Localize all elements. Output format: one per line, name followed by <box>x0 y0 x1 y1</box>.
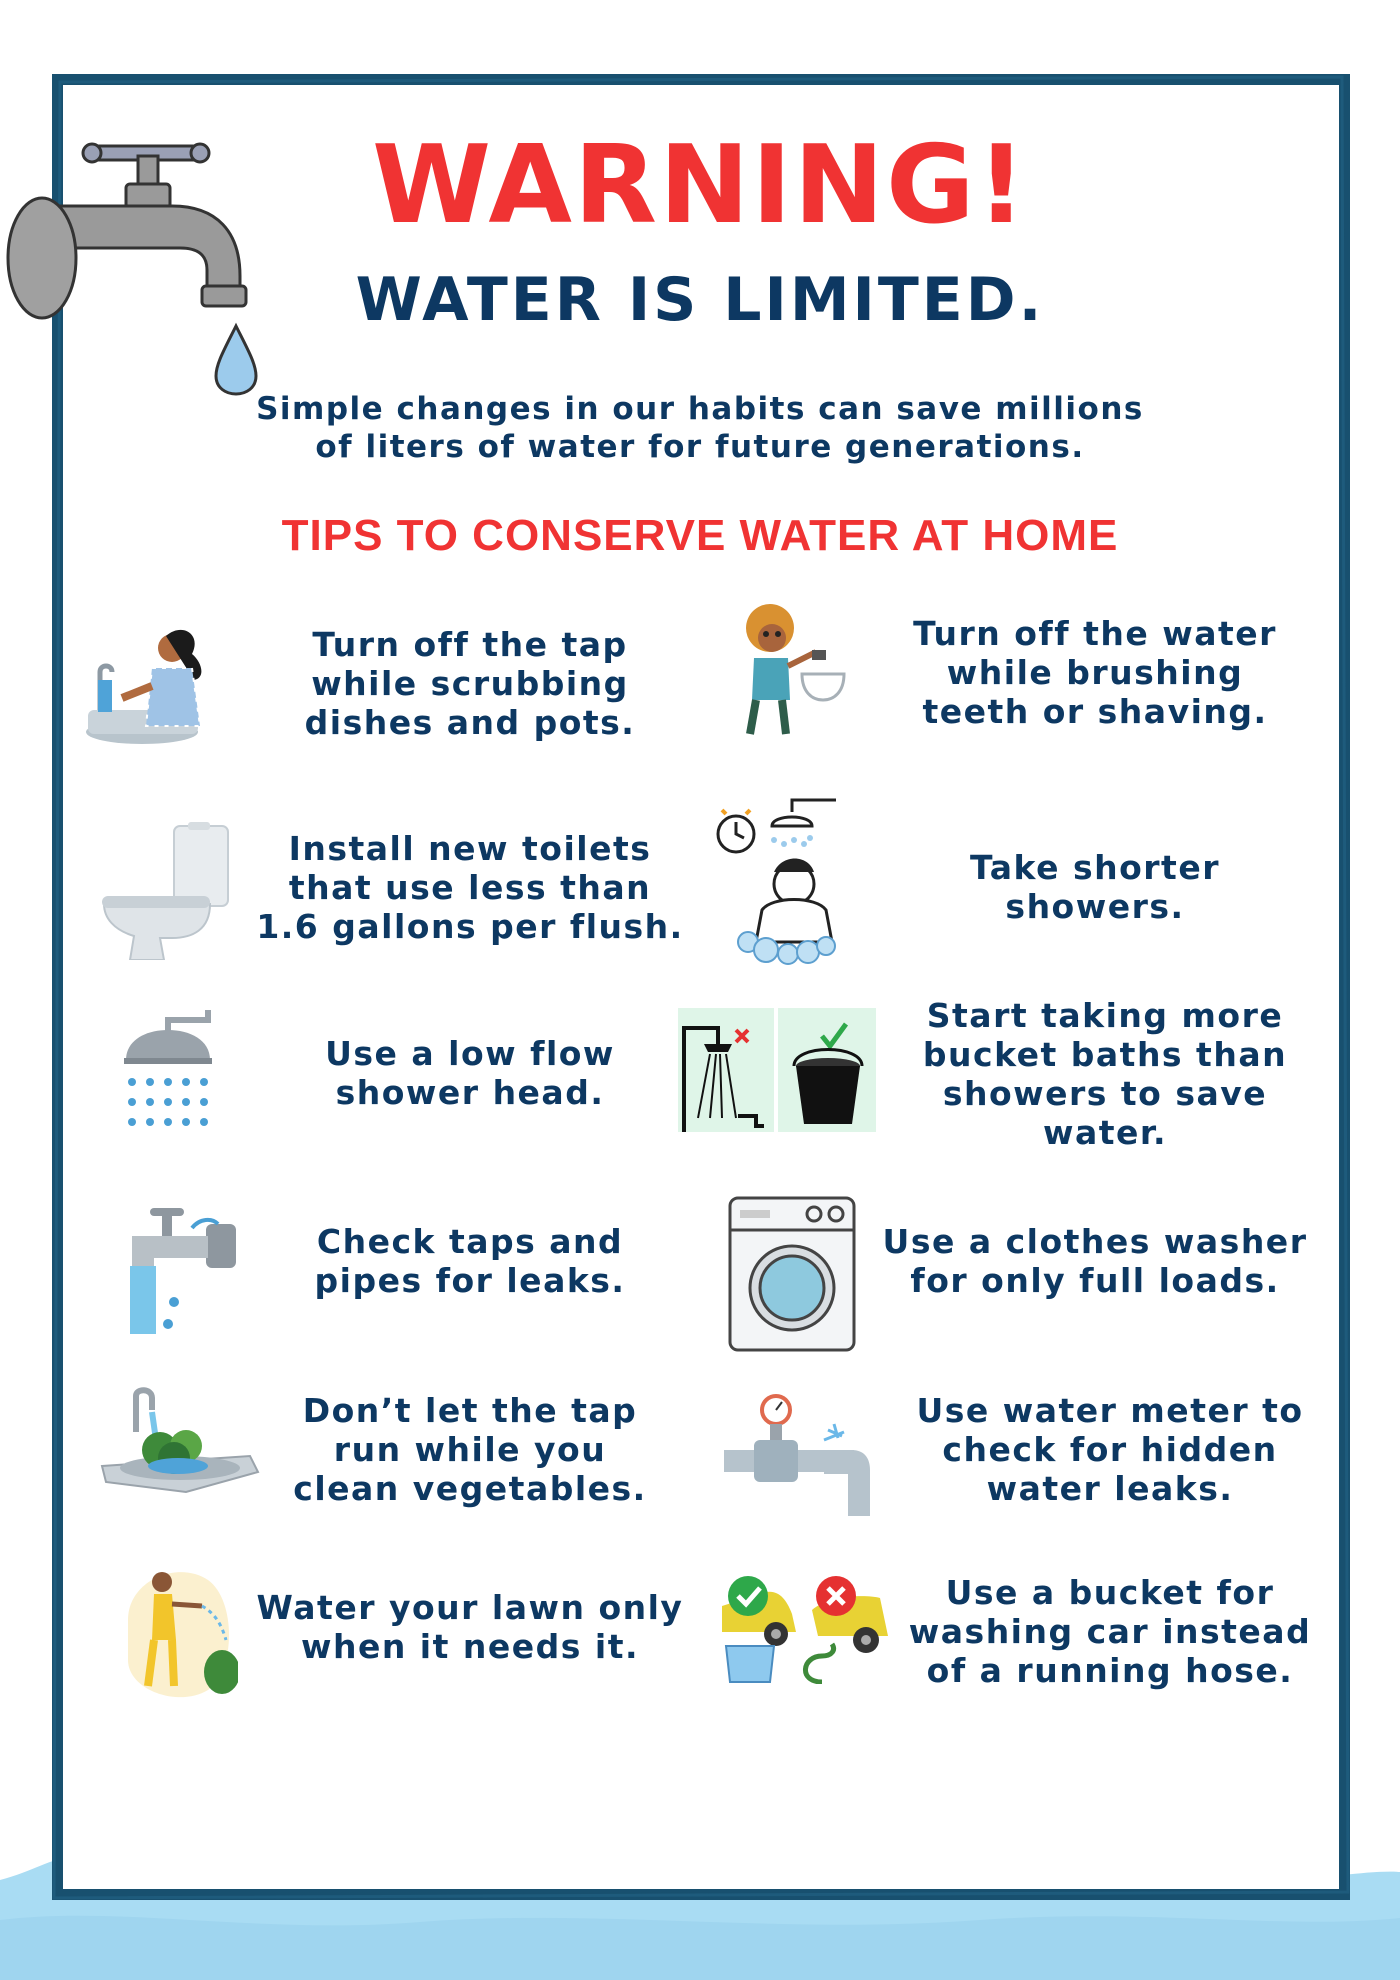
tip-line: water leaks. <box>986 1469 1234 1508</box>
tip-line: Don’t let the tap <box>302 1391 638 1430</box>
tip-line: Turn off the tap <box>312 625 628 664</box>
tip-line: showers. <box>1005 887 1185 926</box>
tip-line: while brushing <box>946 653 1244 692</box>
bucket-bath-icon <box>678 1008 876 1132</box>
tip-line: of a running hose. <box>926 1651 1294 1690</box>
tip-text: Use a clothes washer for only full loads… <box>875 1222 1315 1300</box>
tip-line: teeth or shaving. <box>922 692 1268 731</box>
tip-line: Install new toilets <box>288 829 652 868</box>
tip-line: shower head. <box>335 1073 605 1112</box>
tip-text: Check taps and pipes for leaks. <box>250 1222 690 1300</box>
lawn-watering-icon <box>128 1572 238 1698</box>
tip-text: Install new toilets that use less than 1… <box>250 829 690 946</box>
vegetable-sink-icon <box>100 1387 260 1494</box>
tip-line: clean vegetables. <box>293 1469 647 1508</box>
water-meter-icon <box>724 1394 870 1516</box>
tip-line: Use water meter to <box>916 1391 1304 1430</box>
tips-heading: TIPS TO CONSERVE WATER AT HOME <box>281 511 1119 560</box>
tip-line: when it needs it. <box>300 1627 640 1666</box>
tip-line: Water your lawn only <box>256 1588 684 1627</box>
intro-line: of liters of water for future generation… <box>315 429 1085 465</box>
tip-text: Don’t let the tap run while you clean ve… <box>250 1391 690 1508</box>
intro-text: Simple changes in our habits can save mi… <box>160 390 1240 466</box>
tip-text: Use a low flow shower head. <box>250 1034 690 1112</box>
tip-text: Water your lawn only when it needs it. <box>250 1588 690 1666</box>
tip-line: pipes for leaks. <box>314 1261 626 1300</box>
tip-line: while scrubbing <box>311 664 629 703</box>
warning-title: WARNING! <box>372 123 1028 248</box>
faucet-icon <box>6 142 258 396</box>
tip-line: Use a clothes washer <box>882 1222 1308 1261</box>
tip-line: that use less than <box>288 868 652 907</box>
intro-line: Simple changes in our habits can save mi… <box>256 391 1144 427</box>
tip-text: Turn off the water while brushing teeth … <box>875 614 1315 731</box>
tip-text: Turn off the tap while scrubbing dishes … <box>250 625 690 742</box>
shower-timer-icon <box>716 798 836 965</box>
tip-line: for only full loads. <box>910 1261 1280 1300</box>
tip-line: Start taking more <box>926 996 1284 1035</box>
tip-line: Use a low flow <box>325 1034 615 1073</box>
toilet-icon <box>102 822 229 960</box>
brushing-teeth-icon <box>746 604 846 735</box>
tip-line: run while you <box>333 1430 607 1469</box>
tip-line: Take shorter <box>970 848 1220 887</box>
tip-line: water. <box>1042 1113 1168 1152</box>
tip-text: Take shorter showers. <box>875 848 1315 926</box>
dishwashing-icon <box>86 629 202 744</box>
tip-text: Use a bucket for washing car instead of … <box>895 1573 1325 1690</box>
tip-text: Use water meter to check for hidden wate… <box>890 1391 1330 1508</box>
tip-line: Turn off the water <box>913 614 1277 653</box>
tip-line: dishes and pots. <box>304 703 636 742</box>
tip-line: washing car instead <box>908 1612 1312 1651</box>
shower-head-icon <box>124 1010 212 1126</box>
tip-line: showers to save <box>942 1074 1268 1113</box>
tip-line: 1.6 gallons per flush. <box>256 907 684 946</box>
tip-line: Check taps and <box>316 1222 624 1261</box>
tip-line: bucket baths than <box>922 1035 1288 1074</box>
leaking-tap-icon <box>130 1208 236 1334</box>
washing-machine-icon <box>728 1196 856 1352</box>
car-bucket-icon <box>722 1576 888 1684</box>
tip-text: Start taking more bucket baths than show… <box>895 996 1315 1152</box>
tip-line: check for hidden <box>942 1430 1278 1469</box>
tip-line: Use a bucket for <box>945 1573 1275 1612</box>
poster-frame <box>52 74 1350 1900</box>
subtitle: WATER IS LIMITED. <box>355 265 1045 335</box>
